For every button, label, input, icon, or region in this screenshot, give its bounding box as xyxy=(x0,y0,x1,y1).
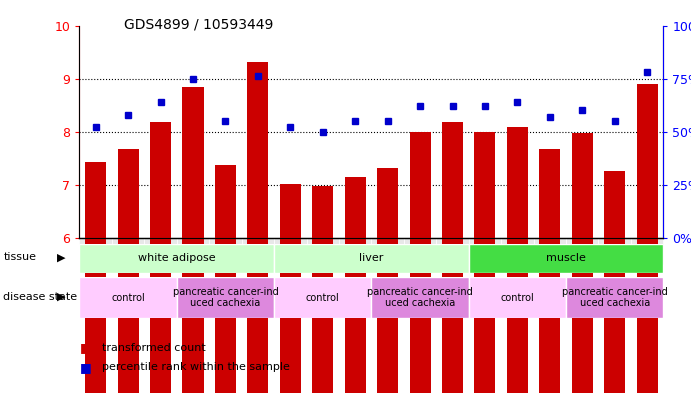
FancyBboxPatch shape xyxy=(533,238,566,264)
Bar xyxy=(177,277,274,318)
Bar xyxy=(442,122,463,393)
Text: pancreatic cancer-ind
uced cachexia: pancreatic cancer-ind uced cachexia xyxy=(367,287,473,309)
Bar xyxy=(571,133,593,393)
Text: control: control xyxy=(306,293,340,303)
Bar xyxy=(468,244,663,273)
Bar xyxy=(377,168,398,393)
Bar xyxy=(371,277,468,318)
FancyBboxPatch shape xyxy=(598,238,631,264)
Bar xyxy=(604,171,625,393)
FancyBboxPatch shape xyxy=(209,238,242,264)
Bar xyxy=(312,186,333,393)
Text: control: control xyxy=(500,293,534,303)
FancyBboxPatch shape xyxy=(631,238,663,264)
FancyBboxPatch shape xyxy=(242,238,274,264)
Bar xyxy=(539,149,560,393)
Bar xyxy=(280,184,301,393)
Text: pancreatic cancer-ind
uced cachexia: pancreatic cancer-ind uced cachexia xyxy=(562,287,668,309)
Text: disease state: disease state xyxy=(3,292,77,302)
Bar xyxy=(636,84,658,393)
Text: ▶: ▶ xyxy=(57,252,65,263)
Bar xyxy=(247,62,268,393)
FancyBboxPatch shape xyxy=(371,238,404,264)
Text: pancreatic cancer-ind
uced cachexia: pancreatic cancer-ind uced cachexia xyxy=(173,287,278,309)
Bar xyxy=(215,165,236,393)
Bar xyxy=(475,132,495,393)
Bar xyxy=(79,244,274,273)
Bar xyxy=(150,122,171,393)
Bar xyxy=(410,132,430,393)
FancyBboxPatch shape xyxy=(112,238,144,264)
Text: percentile rank within the sample: percentile rank within the sample xyxy=(102,362,290,373)
FancyBboxPatch shape xyxy=(404,238,436,264)
Bar xyxy=(274,244,468,273)
FancyBboxPatch shape xyxy=(339,238,371,264)
Bar xyxy=(79,277,177,318)
Bar xyxy=(274,277,371,318)
Text: control: control xyxy=(111,293,145,303)
FancyBboxPatch shape xyxy=(274,238,307,264)
Text: white adipose: white adipose xyxy=(138,253,216,263)
Bar xyxy=(85,162,106,393)
FancyBboxPatch shape xyxy=(468,238,501,264)
FancyBboxPatch shape xyxy=(436,238,468,264)
Bar xyxy=(507,127,528,393)
Bar xyxy=(117,149,139,393)
Bar xyxy=(566,277,663,318)
FancyBboxPatch shape xyxy=(79,238,112,264)
Text: ■: ■ xyxy=(79,361,91,374)
FancyBboxPatch shape xyxy=(307,238,339,264)
Text: ■: ■ xyxy=(79,341,91,354)
Text: liver: liver xyxy=(359,253,384,263)
Text: GDS4899 / 10593449: GDS4899 / 10593449 xyxy=(124,18,274,32)
Bar xyxy=(345,177,366,393)
FancyBboxPatch shape xyxy=(501,238,533,264)
FancyBboxPatch shape xyxy=(566,238,598,264)
Text: transformed count: transformed count xyxy=(102,343,206,353)
FancyBboxPatch shape xyxy=(144,238,177,264)
Bar xyxy=(182,86,204,393)
Text: tissue: tissue xyxy=(3,252,37,263)
Text: muscle: muscle xyxy=(546,253,586,263)
Text: ▶: ▶ xyxy=(57,292,65,302)
FancyBboxPatch shape xyxy=(177,238,209,264)
Bar xyxy=(468,277,566,318)
